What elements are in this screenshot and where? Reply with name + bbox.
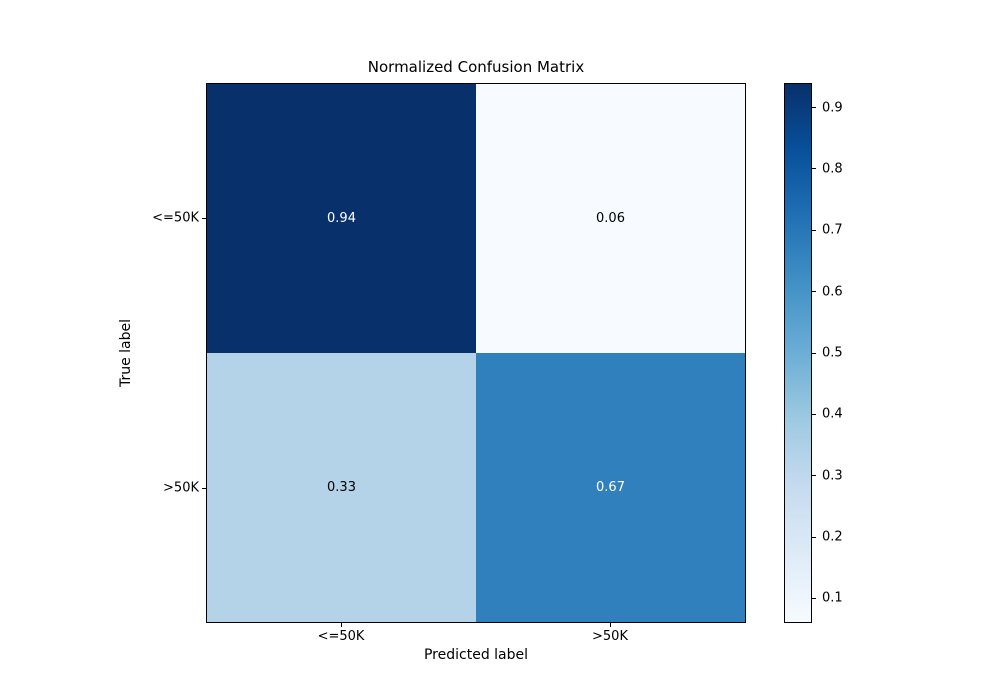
x-tick-label: >50K — [592, 629, 628, 644]
colorbar-tick-label: 0.7 — [822, 222, 843, 238]
matrix-cell-value: 0.06 — [596, 211, 625, 226]
colorbar-tick-label: 0.1 — [822, 590, 843, 606]
colorbar-tick-mark — [812, 536, 816, 538]
colorbar-gradient — [785, 84, 811, 622]
colorbar-tick-mark — [812, 291, 816, 293]
matrix-cell-1-1: 0.67 — [476, 353, 745, 622]
y-tick-label: >50K — [163, 480, 199, 496]
colorbar-tick-label: 0.4 — [822, 406, 843, 422]
matrix-cell-value: 0.67 — [596, 480, 625, 495]
y-axis-label: True label — [118, 318, 134, 388]
matrix-cell-0-0: 0.94 — [207, 84, 476, 353]
colorbar-tick-mark — [812, 597, 816, 599]
matrix-grid: 0.94 0.06 0.33 0.67 — [207, 84, 745, 622]
colorbar-tick-mark — [812, 168, 816, 170]
colorbar-tick-label: 0.3 — [822, 468, 843, 484]
colorbar-tick-mark — [812, 475, 816, 477]
y-tick-mark — [202, 488, 206, 489]
heatmap-axes: 0.94 0.06 0.33 0.67 — [206, 83, 746, 623]
matrix-cell-1-0: 0.33 — [207, 353, 476, 622]
colorbar-ticks: 0.9 0.8 0.7 0.6 0.5 0.4 0.3 0.2 0.1 — [812, 83, 872, 623]
x-axis-label: Predicted label — [423, 647, 529, 663]
matrix-cell-value: 0.33 — [327, 480, 356, 495]
y-tick-mark — [202, 218, 206, 219]
colorbar-tick-label: 0.6 — [822, 284, 843, 300]
colorbar — [784, 83, 812, 623]
colorbar-tick-label: 0.2 — [822, 529, 843, 545]
colorbar-tick-mark — [812, 107, 816, 109]
colorbar-tick-label: 0.5 — [822, 345, 843, 361]
chart-title: Normalized Confusion Matrix — [367, 58, 585, 76]
x-tick-mark — [341, 623, 342, 627]
colorbar-tick-mark — [812, 413, 816, 415]
x-tick-mark — [610, 623, 611, 627]
colorbar-tick-mark — [812, 229, 816, 231]
colorbar-tick-label: 0.9 — [822, 100, 843, 116]
colorbar-tick-label: 0.8 — [822, 161, 843, 177]
x-tick-label: <=50K — [317, 629, 365, 644]
matrix-cell-value: 0.94 — [327, 211, 356, 226]
matrix-cell-0-1: 0.06 — [476, 84, 745, 353]
y-tick-label: <=50K — [152, 210, 199, 226]
colorbar-tick-mark — [812, 352, 816, 354]
